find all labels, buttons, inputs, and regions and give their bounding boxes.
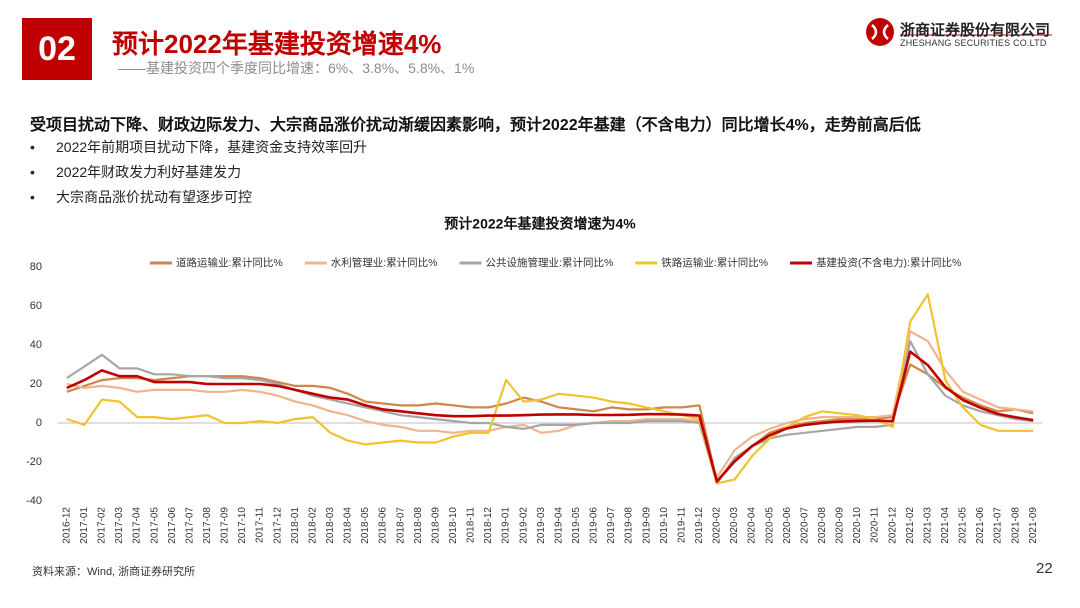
x-tick-label: 2017-12 — [272, 507, 283, 544]
slide-subtitle: ——基建投资四个季度同比增速：6%、3.8%、5.8%、1% — [118, 60, 475, 76]
x-tick-label: 2017-08 — [202, 507, 213, 544]
x-tick-label: 2019-09 — [641, 507, 652, 544]
x-tick-label: 2021-09 — [1028, 507, 1039, 544]
x-tick-label: 2016-12 — [61, 507, 72, 544]
x-tick-label: 2019-10 — [659, 507, 670, 544]
x-tick-label: 2018-10 — [448, 507, 459, 544]
x-tick-label: 2017-11 — [255, 507, 266, 543]
x-tick-label: 2017-02 — [97, 507, 108, 544]
x-tick-label: 2018-07 — [395, 507, 406, 544]
x-tick-label: 2019-05 — [571, 507, 582, 544]
x-tick-label: 2020-04 — [747, 507, 758, 544]
bullet-text: 2022年前期项目扰动下降，基建资金支持效率回升 — [56, 139, 368, 155]
x-tick-label: 2020-03 — [729, 507, 740, 544]
y-tick-label: 20 — [30, 378, 42, 390]
x-tick-label: 2017-01 — [79, 507, 90, 544]
chart-title: 预计2022年基建投资增速为4% — [444, 216, 636, 232]
x-tick-label: 2018-11 — [466, 507, 477, 543]
logo-name: 浙商证券股份有限公司 — [900, 22, 1051, 39]
x-tick-label: 2020-07 — [799, 507, 810, 544]
x-tick-label: 2017-03 — [114, 507, 125, 544]
headline: 受项目扰动下降、财政边际发力、大宗商品涨价扰动渐缓因素影响，预计2022年基建（… — [30, 117, 921, 134]
x-tick-label: 2018-08 — [413, 507, 424, 544]
bullet-dot: • — [30, 164, 35, 180]
legend-label: 公共设施管理业:累计同比% — [486, 256, 614, 269]
logo-icon — [866, 18, 894, 46]
series-line — [66, 340, 1034, 485]
y-tick-label: 0 — [36, 417, 42, 429]
x-tick-label: 2021-07 — [993, 507, 1004, 544]
slide-title: 预计2022年基建投资增速4% — [112, 29, 442, 59]
x-tick-label: 2020-05 — [764, 507, 775, 544]
x-tick-label: 2021-02 — [905, 507, 916, 544]
x-tick-label: 2017-07 — [184, 507, 195, 544]
plot: -40 -20 0 20 40 60 80 2016-12 2017-01 2017-02 2017… — [26, 256, 1042, 544]
x-tick-label: 2018-09 — [430, 507, 441, 544]
y-tick-label: 40 — [30, 339, 42, 351]
series-line — [66, 293, 1034, 485]
y-tick-label: -40 — [26, 495, 42, 507]
y-tick-label: -20 — [26, 456, 42, 468]
x-tick-label: 2020-11 — [870, 507, 881, 543]
x-tick-label: 2018-01 — [290, 507, 301, 544]
x-tick-label: 2017-10 — [237, 507, 248, 544]
bullet: • 2022年前期项目扰动下降，基建资金支持效率回升 — [30, 137, 367, 157]
x-tick-label: 2018-04 — [343, 507, 354, 544]
bullet-dot: • — [30, 139, 35, 155]
x-tick-label: 2019-07 — [606, 507, 617, 544]
x-tick-label: 2020-08 — [817, 507, 828, 544]
x-tick-label: 2020-09 — [835, 507, 846, 544]
x-tick-label: 2017-09 — [220, 507, 231, 544]
x-tick-label: 2017-05 — [149, 507, 160, 544]
page-number: 22 — [1036, 560, 1053, 577]
x-tick-label: 2021-04 — [940, 507, 951, 544]
x-tick-label: 2021-05 — [958, 507, 969, 544]
x-tick-label: 2019-04 — [553, 507, 564, 544]
x-tick-label: 2017-04 — [132, 507, 143, 544]
x-tick-label: 2019-12 — [694, 507, 705, 544]
x-tick-label: 2018-03 — [325, 507, 336, 544]
x-tick-label: 2020-10 — [852, 507, 863, 544]
x-tick-label: 2021-08 — [1010, 507, 1021, 544]
x-tick-label: 2019-02 — [518, 507, 529, 544]
x-tick-label: 2019-08 — [624, 507, 635, 544]
x-tick-label: 2021-06 — [975, 507, 986, 544]
series-line — [66, 330, 1034, 479]
x-tick-label: 2019-03 — [536, 507, 547, 544]
x-tick-label: 2020-06 — [782, 507, 793, 544]
section-number: 02 — [22, 18, 92, 80]
x-tick-label: 2017-06 — [167, 507, 178, 544]
bullet-text: 2022年财政发力利好基建发力 — [56, 164, 242, 180]
series-line — [66, 350, 1034, 483]
y-tick-label: 80 — [30, 261, 42, 273]
bullet-dot: • — [30, 189, 35, 205]
legend-label: 基建投资(不含电力):累计同比% — [816, 256, 961, 269]
logo-english: ZHESHANG SECURITIES CO.LTD — [900, 38, 1047, 48]
bullet-text: 大宗商品涨价扰动有望逐步可控 — [56, 189, 252, 205]
x-tick-label: 2021-03 — [922, 507, 933, 544]
bullet: • 大宗商品涨价扰动有望逐步可控 — [30, 187, 252, 207]
x-tick-label: 2018-02 — [307, 507, 318, 544]
x-tick-label: 2018-05 — [360, 507, 371, 544]
legend-label: 铁路运输业:累计同比% — [661, 256, 768, 269]
x-tick-label: 2018-12 — [483, 507, 494, 544]
x-tick-label: 2018-06 — [378, 507, 389, 544]
bullet: • 2022年财政发力利好基建发力 — [30, 162, 241, 182]
x-tick-label: 2019-01 — [501, 507, 512, 544]
x-tick-label: 2020-12 — [887, 507, 898, 544]
legend-label: 水利管理业:累计同比% — [331, 256, 438, 269]
x-tick-label: 2019-06 — [589, 507, 600, 544]
x-tick-label: 2019-11 — [676, 507, 687, 543]
x-tick-label: 2020-02 — [712, 507, 723, 544]
legend-label: 道路运输业:累计同比% — [176, 256, 283, 269]
source-note: 资料来源：Wind, 浙商证券研究所 — [32, 566, 196, 578]
y-tick-label: 60 — [30, 300, 42, 312]
